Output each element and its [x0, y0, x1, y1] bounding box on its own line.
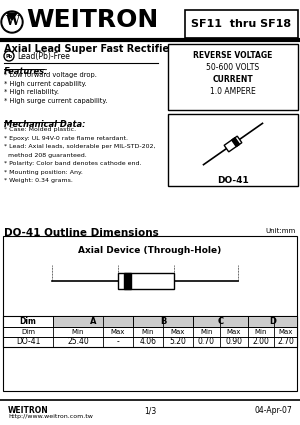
Bar — [248, 316, 297, 327]
Text: Lead(Pb)-Free: Lead(Pb)-Free — [17, 51, 70, 60]
Text: Axial Device (Through-Hole): Axial Device (Through-Hole) — [78, 246, 222, 255]
Bar — [168, 114, 298, 186]
Text: 2.70: 2.70 — [277, 337, 294, 346]
Bar — [53, 316, 133, 327]
Text: 1.0 AMPERE: 1.0 AMPERE — [210, 87, 256, 96]
Text: C: C — [252, 278, 257, 284]
Text: Max: Max — [111, 329, 125, 335]
Text: Unit:mm: Unit:mm — [266, 228, 296, 234]
Text: Min: Min — [200, 329, 213, 335]
Text: B: B — [143, 252, 148, 261]
Text: DO-41: DO-41 — [217, 176, 249, 184]
Text: * High current capability.: * High current capability. — [4, 80, 87, 87]
Text: * Epoxy: UL 94V-0 rate flame retardant.: * Epoxy: UL 94V-0 rate flame retardant. — [4, 136, 128, 141]
Text: 25.40: 25.40 — [67, 337, 89, 346]
Text: 50-600 VOLTS: 50-600 VOLTS — [206, 62, 260, 71]
Text: * Lead: Axial leads, solderable per MIL-STD-202,: * Lead: Axial leads, solderable per MIL-… — [4, 144, 155, 149]
Polygon shape — [232, 138, 240, 147]
Text: A: A — [90, 317, 96, 326]
Text: A: A — [203, 252, 208, 261]
Text: Min: Min — [72, 329, 84, 335]
Bar — [193, 316, 248, 327]
Text: Max: Max — [171, 329, 185, 335]
Text: Dim: Dim — [21, 329, 35, 335]
Text: Max: Max — [278, 329, 293, 335]
Text: * High surge current capability.: * High surge current capability. — [4, 97, 107, 104]
Text: * Case: Molded plastic.: * Case: Molded plastic. — [4, 127, 76, 132]
Text: * High reliability.: * High reliability. — [4, 89, 59, 95]
Text: B: B — [160, 317, 166, 326]
Text: * Low forward voltage drop.: * Low forward voltage drop. — [4, 72, 97, 78]
Bar — [124, 273, 131, 289]
Text: DO-41 Outline Dimensions: DO-41 Outline Dimensions — [4, 228, 159, 238]
Text: REVERSE VOLTAGE: REVERSE VOLTAGE — [193, 51, 273, 60]
Text: WEITRON: WEITRON — [26, 8, 158, 32]
Bar — [168, 44, 298, 110]
Text: * Mounting position: Any.: * Mounting position: Any. — [4, 170, 83, 175]
Text: SF11  thru SF18: SF11 thru SF18 — [191, 19, 291, 29]
Text: CURRENT: CURRENT — [213, 74, 254, 83]
Bar — [3, 316, 297, 347]
Text: method 208 guaranteed.: method 208 guaranteed. — [4, 153, 87, 158]
Text: 04-Apr-07: 04-Apr-07 — [254, 406, 292, 415]
Text: Pb: Pb — [5, 54, 13, 59]
Text: Min: Min — [255, 329, 267, 335]
Bar — [185, 10, 298, 38]
Text: http://www.weitron.com.tw: http://www.weitron.com.tw — [8, 414, 93, 419]
Text: 0.90: 0.90 — [226, 337, 242, 346]
Text: -: - — [117, 337, 119, 346]
Text: 1/3: 1/3 — [144, 406, 156, 415]
Circle shape — [1, 11, 23, 33]
Text: Dim: Dim — [20, 317, 36, 326]
Text: 0.70: 0.70 — [198, 337, 215, 346]
Bar — [3, 236, 297, 391]
Polygon shape — [7, 13, 17, 20]
Text: A: A — [82, 252, 88, 261]
Text: C: C — [218, 317, 224, 326]
Circle shape — [3, 13, 21, 31]
Bar — [133, 316, 193, 327]
Text: Features:: Features: — [4, 67, 49, 76]
Text: * Weight: 0.34 grams.: * Weight: 0.34 grams. — [4, 178, 73, 183]
Bar — [118, 273, 174, 289]
Text: 5.20: 5.20 — [169, 337, 186, 346]
Text: W: W — [5, 14, 19, 28]
Text: Mechanical Data:: Mechanical Data: — [4, 120, 86, 129]
Text: DO-41: DO-41 — [16, 337, 40, 346]
Text: * Polarity: Color band denotes cathode end.: * Polarity: Color band denotes cathode e… — [4, 161, 142, 166]
Text: D: D — [269, 317, 276, 326]
Text: Max: Max — [227, 329, 241, 335]
Text: 2.00: 2.00 — [253, 337, 269, 346]
Text: WEITRON: WEITRON — [8, 406, 49, 415]
Polygon shape — [224, 136, 242, 152]
Text: Min: Min — [142, 329, 154, 335]
Text: D: D — [143, 301, 148, 307]
Text: 4.06: 4.06 — [140, 337, 157, 346]
Text: Axial Lead Super Fast Rectifier: Axial Lead Super Fast Rectifier — [4, 44, 174, 54]
